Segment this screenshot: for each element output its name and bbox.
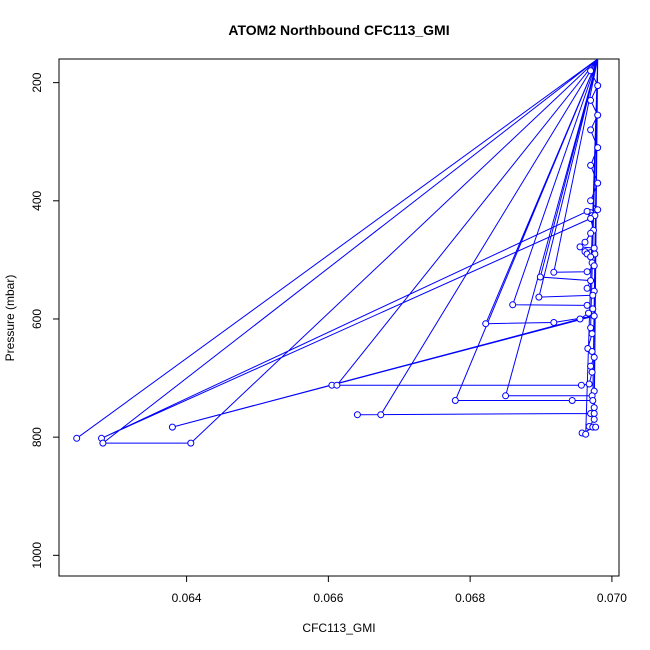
data-point — [377, 411, 385, 419]
data-point — [502, 392, 510, 400]
data-point — [588, 348, 596, 355]
data-point — [550, 319, 558, 326]
data-point — [535, 293, 543, 301]
data-point — [590, 262, 598, 270]
x-tick-label: 0.066 — [313, 591, 343, 605]
data-point — [583, 301, 591, 309]
y-tick-label: 1000 — [30, 542, 44, 569]
data-point — [568, 397, 576, 404]
data-point — [594, 144, 602, 152]
data-point — [587, 126, 595, 134]
data-point — [594, 111, 602, 119]
data-point — [594, 82, 602, 90]
data-point — [99, 439, 107, 447]
data-point — [168, 423, 176, 431]
data-point — [587, 229, 595, 237]
data-point — [589, 397, 597, 404]
data-point — [536, 273, 544, 281]
y-axis-label: Pressure (mbar) — [3, 275, 17, 362]
data-point — [589, 305, 597, 313]
data-point — [589, 291, 597, 299]
data-point — [451, 397, 459, 404]
data-point — [590, 415, 598, 423]
data-point — [585, 380, 593, 388]
data-point — [590, 244, 598, 252]
x-axis: 0.064 0.066 0.068 0.070 — [172, 576, 627, 605]
data-point — [590, 353, 598, 361]
plot-frame — [58, 58, 620, 577]
data-point — [590, 404, 598, 412]
data-point — [587, 67, 595, 75]
data-point — [333, 381, 341, 389]
x-tick-label: 0.064 — [172, 591, 202, 605]
data-point — [587, 96, 595, 104]
data-point — [587, 215, 595, 222]
data-point — [590, 312, 598, 320]
x-tick-label: 0.068 — [455, 591, 485, 605]
data-point — [588, 368, 596, 376]
data-point — [576, 315, 584, 323]
data-point — [73, 434, 81, 442]
data-point — [353, 411, 361, 419]
data-point — [587, 277, 595, 285]
y-tick-label: 600 — [30, 309, 44, 329]
data-point — [594, 179, 602, 187]
data-point — [588, 330, 596, 338]
x-tick-label: 0.070 — [597, 591, 627, 605]
data-point — [583, 207, 591, 215]
series-line — [76, 59, 599, 444]
chart-title: ATOM2 Northbound CFC113_GMI — [228, 22, 449, 38]
y-tick-label: 800 — [30, 427, 44, 447]
data-point — [509, 301, 517, 309]
series-layer — [73, 59, 602, 447]
data-point — [576, 243, 584, 251]
data-point — [587, 362, 595, 370]
data-point — [587, 324, 595, 332]
data-point — [582, 430, 590, 438]
x-axis-label: CFC113_GMI — [302, 621, 375, 635]
data-point — [590, 410, 598, 417]
y-tick-label: 200 — [30, 72, 44, 92]
data-point — [587, 161, 595, 169]
data-point — [583, 284, 591, 292]
data-point — [187, 439, 195, 447]
data-point — [482, 320, 490, 328]
y-axis: 200 400 600 800 1000 — [30, 72, 59, 569]
data-point — [550, 268, 558, 276]
data-point — [583, 268, 591, 276]
data-point — [587, 253, 595, 261]
data-point — [577, 381, 585, 389]
data-point — [581, 238, 589, 246]
y-tick-label: 400 — [30, 190, 44, 210]
data-point — [594, 206, 602, 214]
data-point — [585, 309, 592, 317]
data-point — [592, 423, 600, 431]
data-point — [587, 197, 595, 205]
